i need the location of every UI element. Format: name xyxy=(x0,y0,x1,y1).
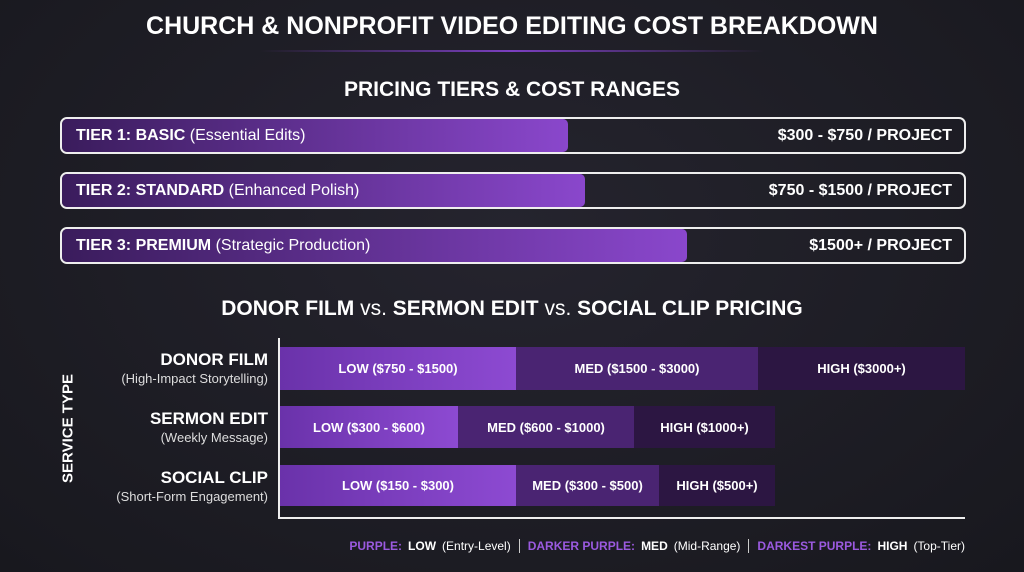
service-sub: (Short-Form Engagement) xyxy=(116,489,268,504)
legend-separator xyxy=(748,539,750,553)
tier-note: (Essential Edits) xyxy=(189,127,306,144)
axis-line xyxy=(278,517,965,519)
legend-separator xyxy=(518,539,520,553)
tier-fill xyxy=(62,174,585,207)
tier-box: TIER 3: PREMIUM (Strategic Production) $1… xyxy=(60,227,966,264)
tier-box: TIER 1: BASIC (Essential Edits) $300 - $7… xyxy=(60,117,966,154)
legend-note: (Mid-Range) xyxy=(673,539,741,553)
bar-segment: LOW ($750 - $1500) xyxy=(280,347,516,390)
divider xyxy=(260,50,764,52)
tier-fill xyxy=(62,229,687,262)
service-label: DONOR FILM (High-Impact Storytelling) xyxy=(121,350,268,388)
bar-segment: MED ($300 - $500) xyxy=(516,465,659,506)
title-part: SOCIAL CLIP PRICING xyxy=(577,297,803,320)
legend-key: DARKER PURPLE: xyxy=(527,539,636,553)
bar-row: LOW ($750 - $1500) MED ($1500 - $3000) HIG… xyxy=(280,347,965,390)
title: CHURCH & NONPROFIT VIDEO EDITING COST BR… xyxy=(146,12,878,40)
section-title: PRICING TIERS & COST RANGES xyxy=(343,78,681,101)
tier-note: (Strategic Production) xyxy=(215,237,371,254)
tier-price: $750 - $1500 / PROJECT xyxy=(768,182,952,199)
legend-note: (Top-Tier) xyxy=(913,539,965,553)
bar-segment: LOW ($150 - $300) xyxy=(280,465,516,506)
service-sub: (High-Impact Storytelling) xyxy=(121,371,268,386)
tier-name: TIER 3: PREMIUM xyxy=(76,237,212,254)
section-title: DONOR FILM vs. SERMON EDIT vs. SOCIAL CL… xyxy=(0,297,1024,321)
service-name: SERMON EDIT xyxy=(149,409,268,428)
service-name: DONOR FILM xyxy=(160,350,268,369)
legend-note: (Entry-Level) xyxy=(442,539,511,553)
bar-segment: MED ($600 - $1000) xyxy=(458,406,634,448)
tier-box: TIER 2: STANDARD (Enhanced Polish) $750 -… xyxy=(60,172,966,209)
legend-key: PURPLE: xyxy=(349,539,403,553)
bar-segment: HIGH ($500+) xyxy=(659,465,775,506)
bar-row: LOW ($300 - $600) MED ($600 - $1000) HIGH … xyxy=(280,406,775,448)
legend: PURPLE: LOW (Entry-Level) DARKER PURPLE: MED… xyxy=(349,539,965,553)
service-sub: (Weekly Message) xyxy=(160,430,268,445)
bar-segment: HIGH ($1000+) xyxy=(634,406,775,448)
bar-row: LOW ($150 - $300) MED ($300 - $500) HIGH (… xyxy=(280,465,775,506)
title-part: vs. xyxy=(544,297,572,320)
tier-label: TIER 2: STANDARD (Enhanced Polish) xyxy=(76,182,359,200)
tier-price: $300 - $750 / PROJECT xyxy=(777,127,952,144)
tier-fill xyxy=(62,119,568,152)
tier-note: (Enhanced Polish) xyxy=(228,182,360,199)
service-label: SOCIAL CLIP (Short-Form Engagement) xyxy=(116,468,268,506)
bar-segment: LOW ($300 - $600) xyxy=(280,406,458,448)
tier-label: TIER 1: BASIC (Essential Edits) xyxy=(76,127,305,145)
service-name: SOCIAL CLIP xyxy=(160,468,268,487)
tier-price: $1500+ / PROJECT xyxy=(809,237,952,254)
legend-level: MED xyxy=(641,539,668,553)
title-part: DONOR FILM xyxy=(221,297,355,320)
tier-name: TIER 2: STANDARD xyxy=(76,182,225,199)
axis-label: SERVICE TYPE xyxy=(59,374,77,483)
bar-segment: MED ($1500 - $3000) xyxy=(516,347,758,390)
legend-level: HIGH xyxy=(877,539,908,553)
legend-level: LOW xyxy=(408,539,437,553)
title-part: vs. xyxy=(360,297,387,320)
bar-segment: HIGH ($3000+) xyxy=(758,347,965,390)
legend-key: DARKEST PURPLE: xyxy=(757,539,872,553)
tier-label: TIER 3: PREMIUM (Strategic Production) xyxy=(76,237,370,255)
tier-name: TIER 1: BASIC xyxy=(76,127,186,144)
service-label: SERMON EDIT (Weekly Message) xyxy=(150,409,268,447)
axis-line xyxy=(278,338,280,519)
title-part: SERMON EDIT xyxy=(392,297,539,320)
